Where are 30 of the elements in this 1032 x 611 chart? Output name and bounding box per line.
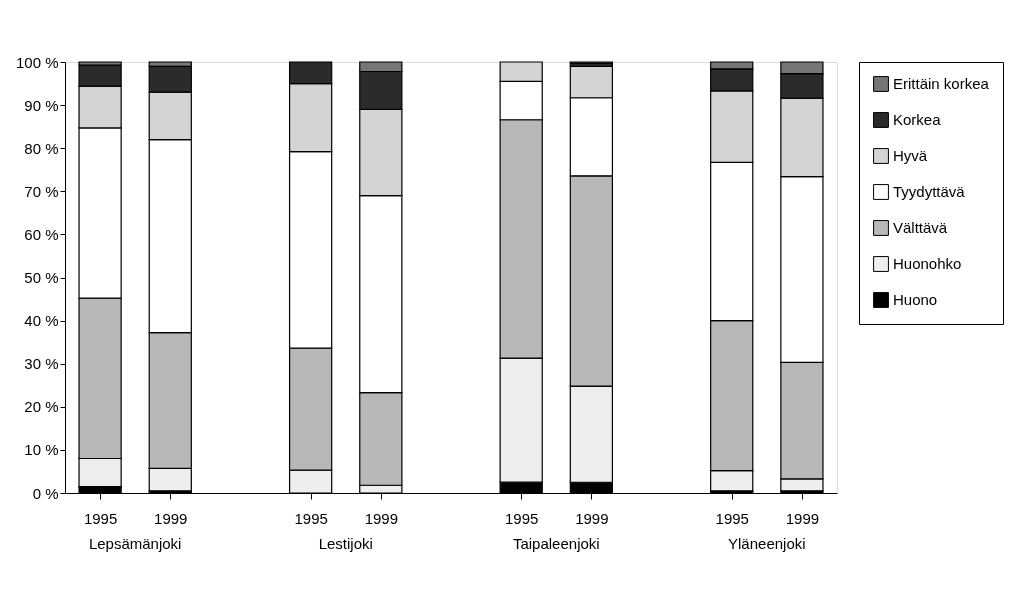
text: Yläneenjoki xyxy=(728,535,806,552)
y-tick-label: 30 % xyxy=(24,355,59,373)
text: Lepsämänjoki xyxy=(88,535,182,552)
y-tick-label: 90 % xyxy=(24,96,59,114)
y-tick-label: 0 % xyxy=(32,484,59,502)
y-tick-label: 50 % xyxy=(24,269,59,286)
x-tick-label: 1995 xyxy=(83,509,118,527)
legend-label: Tyydyttävä xyxy=(893,183,966,200)
legend-label: Korkea xyxy=(893,111,942,128)
text: Taipaleenjoki xyxy=(512,535,600,552)
legend-label: Huono xyxy=(893,291,938,308)
x-tick-label: 1999 xyxy=(785,509,820,527)
x-tick-label: 1995 xyxy=(715,509,749,527)
y-tick-label: 20 % xyxy=(24,398,59,416)
y-tick-label: 60 % xyxy=(24,225,59,243)
legend-label: Erittäin korkea xyxy=(893,75,990,92)
x-tick-label: 1995 xyxy=(294,509,328,527)
x-tick-label: 1999 xyxy=(575,509,609,527)
text: Lestijoki xyxy=(318,535,373,552)
legend-label: Huonohko xyxy=(893,255,962,272)
y-tick-label: 10 % xyxy=(24,441,59,459)
y-tick-label: 40 % xyxy=(24,312,59,330)
x-tick-label: 1999 xyxy=(154,509,188,527)
y-tick-label: 70 % xyxy=(24,182,59,200)
x-tick-label: 1995 xyxy=(504,509,539,527)
y-tick-label: 100 % xyxy=(15,53,59,71)
legend-label: Välttävä xyxy=(893,219,948,236)
y-tick-label: 80 % xyxy=(24,139,59,157)
x-tick-label: 1999 xyxy=(364,509,399,527)
legend-label: Hyvä xyxy=(893,147,928,164)
